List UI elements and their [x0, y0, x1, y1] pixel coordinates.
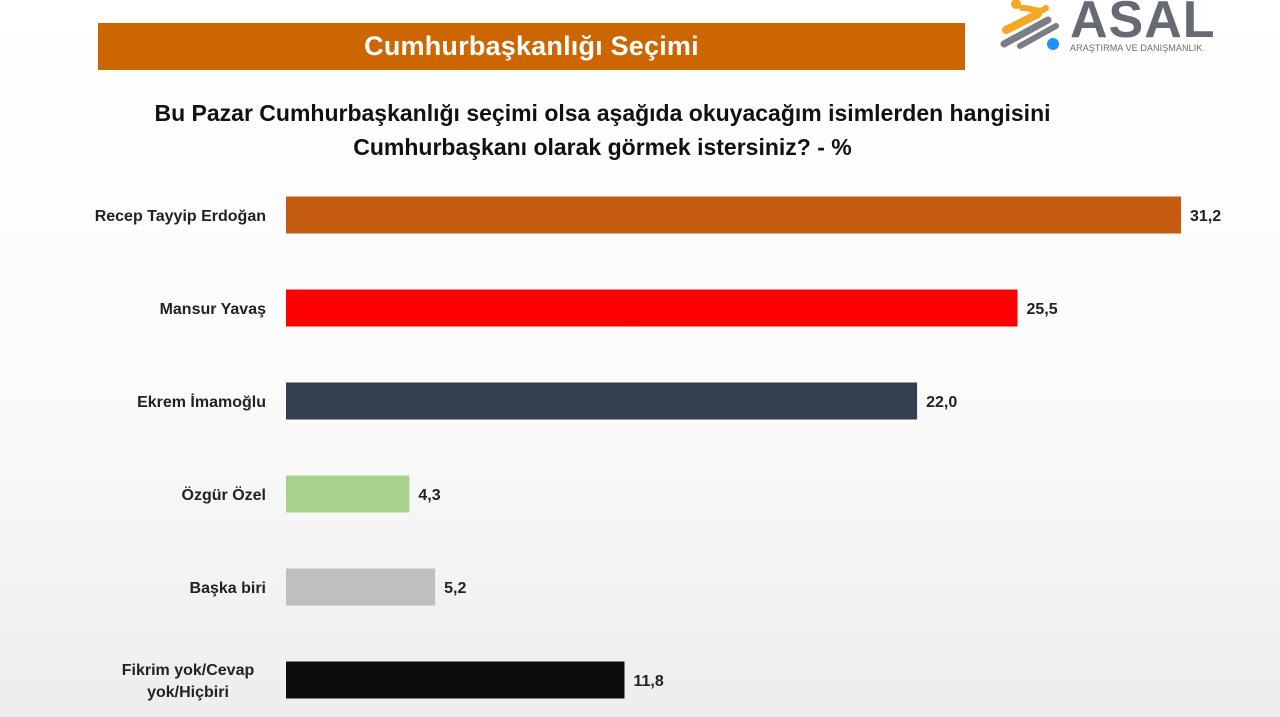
category-label-4-0: Başka biri — [190, 580, 266, 597]
category-label-1-0: Mansur Yavaş — [160, 301, 267, 318]
category-label-3-0: Özgür Özel — [182, 485, 266, 504]
bar-3 — [286, 475, 410, 513]
bar-2 — [286, 382, 918, 420]
asal-logo: ASAL ARAŞTIRMA VE DANIŞMANLIK — [1000, 0, 1235, 60]
survey-question-line-2: Cumhurbaşkanı olarak görmek istersiniz? … — [353, 134, 852, 160]
category-label-2-0: Ekrem İmamoğlu — [137, 393, 266, 411]
category-label-0-0: Recep Tayyip Erdoğan — [95, 208, 266, 225]
survey-question-line-1: Bu Pazar Cumhurbaşkanlığı seçimi olsa aş… — [154, 100, 1051, 126]
value-label-3: 4,3 — [418, 487, 440, 504]
value-label-2: 22,0 — [926, 394, 957, 411]
bar-5 — [286, 661, 625, 699]
value-label-1: 25,5 — [1026, 301, 1057, 318]
value-label-5: 11,8 — [633, 673, 663, 690]
value-label-0: 31,2 — [1190, 208, 1221, 225]
bar-0 — [286, 196, 1181, 234]
logo-subtitle: ARAŞTIRMA VE DANIŞMANLIK — [1070, 43, 1203, 53]
chart-banner-title: Cumhurbaşkanlığı Seçimi — [98, 23, 965, 70]
bar-1 — [286, 289, 1018, 327]
asal-logo-mark-icon — [1000, 0, 1059, 50]
logo-word: ASAL — [1070, 0, 1216, 49]
bar-4 — [286, 568, 436, 606]
category-label-5-1: yok/Hiçbiri — [147, 684, 229, 701]
survey-question: Bu Pazar Cumhurbaşkanlığı seçimi olsa aş… — [100, 96, 1105, 164]
value-label-4: 5,2 — [444, 580, 466, 597]
category-label-5-0: Fikrim yok/Cevap — [122, 662, 255, 679]
